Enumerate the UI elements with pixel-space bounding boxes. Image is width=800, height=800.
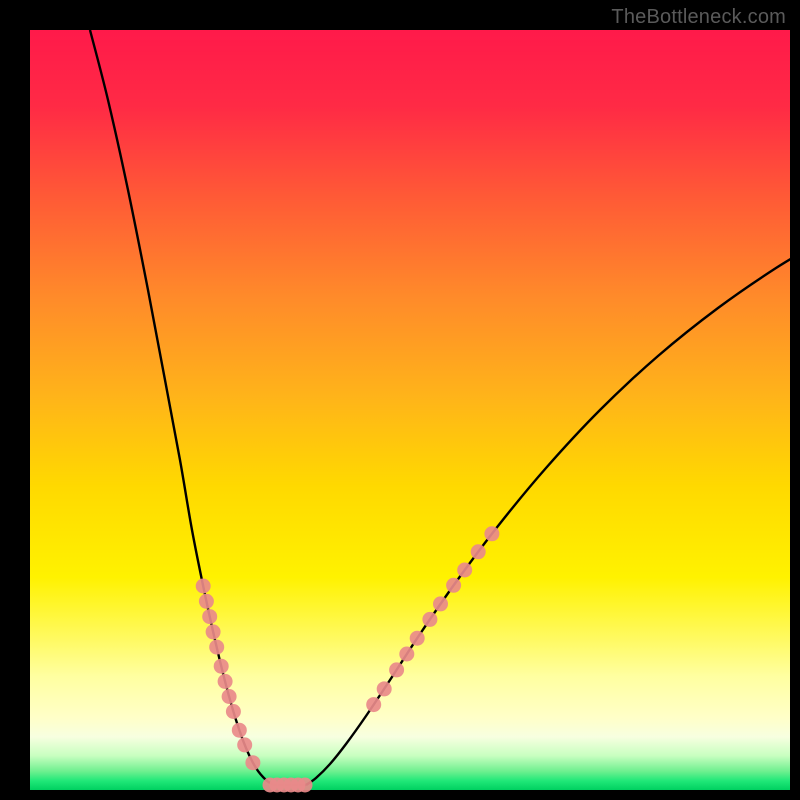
plot-area — [30, 30, 790, 790]
marker-group — [196, 526, 500, 792]
data-marker — [410, 631, 425, 646]
data-marker — [232, 723, 247, 738]
data-marker — [237, 737, 252, 752]
data-marker — [245, 755, 260, 770]
data-marker — [484, 526, 499, 541]
chart-svg — [30, 30, 790, 790]
data-marker — [457, 563, 472, 578]
data-marker — [222, 689, 237, 704]
data-marker — [422, 612, 437, 627]
data-marker — [199, 594, 214, 609]
curve-left — [90, 30, 274, 785]
data-marker — [206, 624, 221, 639]
data-marker — [218, 674, 233, 689]
data-marker — [366, 697, 381, 712]
data-marker — [399, 647, 414, 662]
data-marker — [196, 579, 211, 594]
data-marker — [389, 662, 404, 677]
data-marker — [214, 659, 229, 674]
data-marker — [377, 681, 392, 696]
watermark-text: TheBottleneck.com — [611, 6, 786, 29]
data-marker — [226, 704, 241, 719]
data-marker — [446, 578, 461, 593]
data-marker — [433, 596, 448, 611]
data-marker — [471, 544, 486, 559]
data-marker — [202, 609, 217, 624]
data-marker — [209, 640, 224, 655]
data-marker — [298, 778, 313, 793]
